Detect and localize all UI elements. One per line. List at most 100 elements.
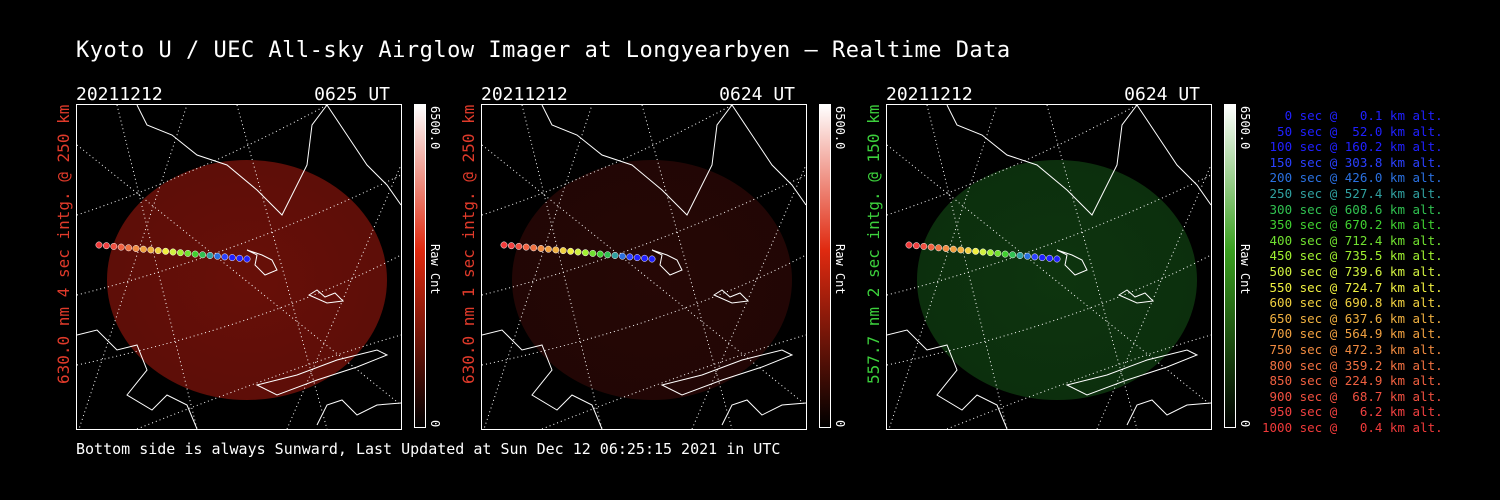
allsky-image: [481, 104, 807, 430]
colorbar-unit: Raw Cnt: [428, 244, 442, 295]
trajectory-point: [102, 242, 110, 250]
legend-entry: 850 sec @ 224.9 km alt.: [1262, 373, 1443, 389]
trajectory-point: [935, 244, 943, 252]
legend-entry: 950 sec @ 6.2 km alt.: [1262, 404, 1443, 420]
trajectory-point: [213, 252, 221, 260]
trajectory-point: [176, 249, 184, 257]
legend-entry: 800 sec @ 359.2 km alt.: [1262, 357, 1443, 373]
trajectory-point: [1031, 253, 1039, 261]
imager-panel-3: 20211212 0624 UT 557.7 nm 2 sec intg. @ …: [864, 84, 1306, 434]
trajectory-point: [581, 249, 589, 257]
legend-entry: 900 sec @ 68.7 km alt.: [1262, 388, 1443, 404]
trajectory-point: [139, 245, 147, 253]
trajectory-point: [604, 251, 612, 259]
legend-entry: 500 sec @ 739.6 km alt.: [1262, 263, 1443, 279]
trajectory-point: [162, 247, 170, 255]
trajectory-point: [964, 247, 972, 255]
trajectory-point: [154, 247, 162, 255]
trajectory-point: [972, 247, 980, 255]
trajectory-point: [1046, 254, 1054, 262]
allsky-map: [887, 105, 1211, 429]
trajectory-point: [905, 241, 913, 249]
trajectory-point: [522, 243, 530, 251]
trajectory-point: [132, 245, 140, 252]
imager-panel-1: 20211212 0625 UT 630.0 nm 4 sec intg. @ …: [54, 84, 496, 434]
trajectory-point: [567, 247, 575, 255]
panel-wavelength-label: 557.7 nm 2 sec intg. @ 150 km: [864, 104, 883, 384]
legend-entry: 0 sec @ 0.1 km alt.: [1262, 108, 1443, 123]
trajectory-point: [633, 254, 641, 262]
colorbar: [819, 104, 831, 428]
trajectory-point: [125, 244, 133, 252]
legend-entry: 450 sec @ 735.5 km alt.: [1262, 248, 1443, 264]
panel-date: 20211212: [886, 84, 973, 105]
trajectory-point: [117, 243, 125, 251]
allsky-map: [482, 105, 806, 429]
trajectory-point: [574, 248, 582, 256]
trajectory-point: [912, 242, 920, 250]
trajectory-point: [191, 250, 199, 258]
legend-entry: 300 sec @ 608.6 km alt.: [1262, 201, 1443, 217]
colorbar-unit: Raw Cnt: [833, 244, 847, 295]
trajectory-point: [515, 242, 523, 250]
panel-time: 0625 UT: [314, 84, 390, 105]
trajectory-point: [1023, 252, 1031, 260]
trajectory-point: [559, 247, 567, 255]
trajectory-point: [979, 248, 987, 256]
panel-wavelength-label: 630.0 nm 1 sec intg. @ 250 km: [459, 104, 478, 384]
colorbar-max: 6500.0: [1238, 106, 1252, 150]
trajectory-point: [110, 242, 118, 250]
trajectory-point: [243, 255, 251, 263]
trajectory-point: [589, 249, 597, 257]
trajectory-point: [986, 249, 994, 257]
trajectory-point: [544, 245, 552, 253]
legend-entry: 100 sec @ 160.2 km alt.: [1262, 139, 1443, 155]
trajectory-point: [957, 246, 965, 254]
page-title: Kyoto U / UEC All-sky Airglow Imager at …: [76, 38, 1011, 63]
colorbar: [1224, 104, 1236, 428]
panel-time: 0624 UT: [719, 84, 795, 105]
colorbar-max: 6500.0: [833, 106, 847, 150]
colorbar-unit: Raw Cnt: [1238, 244, 1252, 295]
colorbar-max: 6500.0: [428, 106, 442, 150]
panel-date: 20211212: [76, 84, 163, 105]
footer-note: Bottom side is always Sunward, Last Upda…: [76, 440, 781, 458]
trajectory-point: [552, 246, 560, 254]
trajectory-point: [206, 252, 214, 259]
colorbar: [414, 104, 426, 428]
legend-entry: 250 sec @ 527.4 km alt.: [1262, 185, 1443, 201]
legend-entry: 200 sec @ 426.0 km alt.: [1262, 170, 1443, 186]
trajectory-point: [596, 250, 604, 258]
trajectory-point: [537, 245, 545, 252]
trajectory-point: [648, 255, 656, 263]
allsky-image: [886, 104, 1212, 430]
trajectory-point: [618, 252, 626, 260]
legend-entry: 700 sec @ 564.9 km alt.: [1262, 326, 1443, 342]
trajectory-point: [942, 245, 950, 252]
trajectory-point: [641, 254, 649, 262]
legend-entry: 750 sec @ 472.3 km alt.: [1262, 341, 1443, 357]
panel-date: 20211212: [481, 84, 568, 105]
panel-time: 0624 UT: [1124, 84, 1200, 105]
trajectory-point: [1053, 255, 1061, 263]
trajectory-point: [236, 254, 244, 262]
allsky-image: [76, 104, 402, 430]
trajectory-point: [184, 249, 192, 257]
trajectory-point: [1009, 251, 1017, 259]
trajectory-point: [500, 241, 508, 249]
colorbar-min: 0: [1238, 420, 1252, 428]
legend-entry: 550 sec @ 724.7 km alt.: [1262, 279, 1443, 295]
trajectory-point: [920, 242, 928, 250]
trajectory-point: [611, 252, 619, 259]
trajectory-point: [626, 253, 634, 261]
trajectory-point: [927, 243, 935, 251]
legend-entry: 400 sec @ 712.4 km alt.: [1262, 232, 1443, 248]
legend-entry: 650 sec @ 637.6 km alt.: [1262, 310, 1443, 326]
trajectory-point: [95, 241, 103, 249]
trajectory-legend: 0 sec @ 0.1 km alt. 50 sec @ 52.0 km alt…: [1262, 108, 1443, 435]
colorbar-min: 0: [428, 420, 442, 428]
legend-entry: 1000 sec @ 0.4 km alt.: [1262, 419, 1443, 435]
legend-entry: 150 sec @ 303.8 km alt.: [1262, 154, 1443, 170]
colorbar-min: 0: [833, 420, 847, 428]
panel-wavelength-label: 630.0 nm 4 sec intg. @ 250 km: [54, 104, 73, 384]
